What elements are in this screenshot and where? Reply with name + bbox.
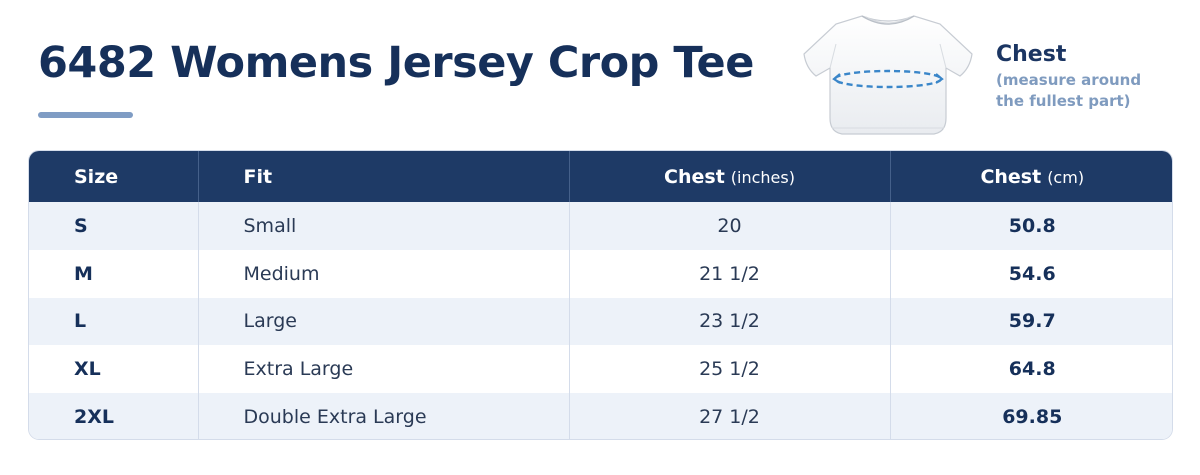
cell-chest-inches: 23 1/2 bbox=[569, 297, 891, 346]
cell-fit: Small bbox=[198, 202, 570, 250]
cell-chest-cm: 54.6 bbox=[1008, 262, 1056, 285]
header-chest-inches-unit: (inches) bbox=[730, 167, 795, 187]
cell-chest-cm: 50.8 bbox=[1008, 214, 1056, 237]
table-header-row: Size Fit Chest (inches) Chest (cm) bbox=[29, 151, 1172, 202]
cell-size: L bbox=[29, 297, 199, 346]
cell-size: M bbox=[29, 249, 199, 298]
cell-chest-inches: 25 1/2 bbox=[569, 345, 891, 394]
cell-chest-inches: 21 1/2 bbox=[569, 249, 891, 298]
cell-fit: Medium bbox=[198, 249, 570, 298]
cell-fit: Double Extra Large bbox=[198, 393, 570, 439]
table-row: L Large 23 1/2 59.7 bbox=[29, 297, 1172, 346]
crop-tee-icon bbox=[803, 15, 973, 135]
cell-fit: Extra Large bbox=[198, 345, 570, 394]
header-chest-cm-unit: (cm) bbox=[1047, 167, 1085, 187]
header-size: Size bbox=[29, 151, 199, 202]
table-row: XL Extra Large 25 1/2 64.8 bbox=[29, 345, 1172, 394]
table-row: M Medium 21 1/2 54.6 bbox=[29, 249, 1172, 298]
size-chart-table: Size Fit Chest (inches) Chest (cm) S Small… bbox=[28, 150, 1173, 440]
chest-measure-note: (measure around the fullest part) bbox=[996, 70, 1186, 112]
cell-size: S bbox=[29, 202, 199, 250]
cell-size: 2XL bbox=[29, 393, 199, 439]
chest-measure-label: Chest bbox=[996, 42, 1067, 67]
title-underline bbox=[38, 112, 133, 118]
cell-chest-inches: 27 1/2 bbox=[569, 393, 891, 439]
cell-chest-cm: 64.8 bbox=[1008, 358, 1056, 381]
table-row: S Small 20 50.8 bbox=[29, 202, 1172, 250]
table-row: 2XL Double Extra Large 27 1/2 69.85 bbox=[29, 393, 1172, 439]
cell-chest-cm: 69.85 bbox=[1002, 406, 1063, 429]
page-title: 6482 Womens Jersey Crop Tee bbox=[38, 38, 754, 88]
cell-chest-cm: 59.7 bbox=[1008, 310, 1056, 333]
header-chest-cm-label: Chest bbox=[980, 165, 1042, 188]
cell-size: XL bbox=[29, 345, 199, 394]
header-fit: Fit bbox=[198, 151, 570, 202]
header-chest-inches: Chest (inches) bbox=[569, 151, 891, 202]
cell-fit: Large bbox=[198, 297, 570, 346]
header-chest-cm: Chest (cm) bbox=[890, 151, 1172, 202]
chest-note-line1: (measure around bbox=[996, 71, 1142, 89]
header-chest-inches-label: Chest bbox=[664, 165, 725, 188]
cell-chest-inches: 20 bbox=[569, 202, 891, 250]
chest-note-line2: the fullest part) bbox=[996, 92, 1131, 110]
